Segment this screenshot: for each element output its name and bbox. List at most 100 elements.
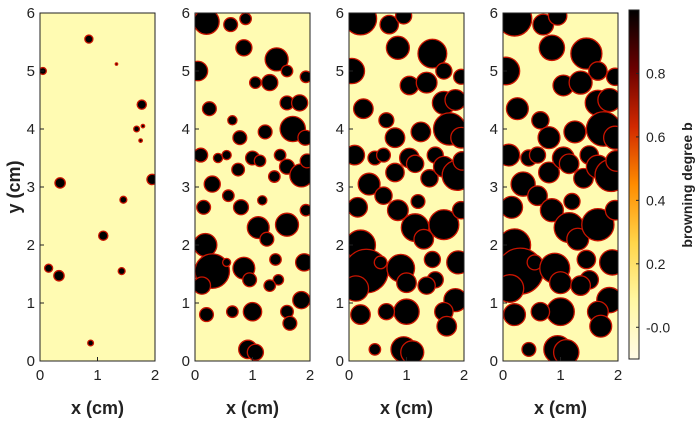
browning-spot bbox=[385, 162, 405, 183]
browning-spot bbox=[119, 195, 128, 204]
x-axis-label: x (cm) bbox=[226, 398, 279, 418]
browning-spot bbox=[505, 97, 529, 121]
browning-spot bbox=[423, 250, 442, 269]
x-tick-label: 0 bbox=[36, 367, 44, 384]
colorbar-tick-label: 0.6 bbox=[646, 129, 666, 145]
browning-spot bbox=[503, 56, 521, 86]
browning-spot bbox=[528, 146, 547, 164]
panel-4: 0 1 2 0 1 2 3 4 5 6 x (cm) bbox=[490, 5, 623, 418]
browning-spot bbox=[386, 199, 409, 222]
y-tick-label: 3 bbox=[490, 179, 498, 196]
browning-spot bbox=[261, 73, 279, 92]
browning-spot bbox=[605, 67, 618, 87]
browning-spot bbox=[546, 297, 575, 327]
browning-spot bbox=[290, 94, 309, 112]
browning-spot bbox=[257, 124, 273, 140]
browning-spot bbox=[396, 272, 417, 294]
browning-spot bbox=[405, 154, 425, 174]
browning-spot bbox=[136, 99, 148, 110]
browning-spot bbox=[566, 227, 590, 251]
browning-spot bbox=[221, 257, 232, 268]
panel-3: 0 1 2 0 1 2 3 4 5 6 x (cm) bbox=[336, 5, 469, 418]
y-tick-label: 2 bbox=[182, 237, 190, 254]
browning-spot bbox=[451, 200, 464, 220]
browning-spot bbox=[242, 272, 258, 288]
y-tick-label: 4 bbox=[27, 121, 35, 138]
browning-spot bbox=[563, 192, 581, 211]
y-tick-label: 5 bbox=[182, 63, 190, 80]
browning-spot bbox=[378, 112, 395, 129]
browning-spot bbox=[539, 198, 565, 223]
y-tick-label: 1 bbox=[336, 295, 344, 312]
x-tick-label: 2 bbox=[151, 367, 159, 384]
browning-spot bbox=[263, 279, 277, 293]
y-tick-label: 4 bbox=[490, 121, 498, 138]
browning-spot bbox=[537, 126, 561, 150]
y-tick-label: 1 bbox=[27, 295, 35, 312]
browning-spot bbox=[231, 162, 246, 177]
browning-spot bbox=[227, 115, 238, 126]
browning-spot bbox=[538, 161, 561, 184]
browning-spot bbox=[264, 47, 289, 72]
browning-spot bbox=[349, 144, 366, 166]
y-tick-label: 0 bbox=[182, 353, 190, 370]
browning-spot bbox=[453, 68, 464, 85]
x-axis-label: x (cm) bbox=[71, 398, 124, 418]
browning-spot bbox=[138, 138, 143, 143]
browning-spot bbox=[602, 125, 618, 150]
x-tick-label: 0 bbox=[191, 367, 199, 384]
x-tick-label: 1 bbox=[93, 367, 101, 384]
y-tick-label: 3 bbox=[182, 179, 190, 196]
colorbar-gradient bbox=[628, 9, 640, 360]
browning-spot bbox=[377, 303, 396, 321]
spots bbox=[503, 13, 618, 361]
panel-2: 0 1 2 0 1 2 3 4 5 6 x (cm) bbox=[182, 5, 315, 418]
browning-spot bbox=[570, 37, 603, 70]
browning-spot bbox=[394, 13, 413, 25]
browning-spot bbox=[420, 169, 439, 188]
browning-spot bbox=[530, 301, 551, 322]
browning-spot bbox=[452, 151, 464, 171]
x-axis-label: x (cm) bbox=[380, 398, 433, 418]
colorbar-tick-label: 0.8 bbox=[646, 65, 666, 81]
browning-spot bbox=[604, 199, 618, 221]
colorbar: 0.8 0.6 0.4 0.2 -0.0 browning degree b bbox=[628, 9, 695, 360]
browning-spot bbox=[410, 121, 432, 143]
browning-spot bbox=[547, 13, 568, 26]
y-tick-label: 6 bbox=[490, 5, 498, 22]
browning-spot bbox=[375, 147, 392, 163]
browning-spot bbox=[272, 273, 285, 286]
browning-spot bbox=[349, 57, 366, 85]
browning-spot bbox=[531, 111, 550, 130]
browning-spot bbox=[385, 35, 411, 60]
y-tick-label: 5 bbox=[490, 63, 498, 80]
colorbar-tick-label: 0.4 bbox=[646, 192, 666, 208]
browning-spot bbox=[598, 249, 618, 276]
browning-spot bbox=[415, 71, 438, 94]
y-tick-label: 5 bbox=[336, 63, 344, 80]
browning-spot bbox=[538, 34, 566, 62]
browning-spot bbox=[576, 249, 597, 270]
browning-spot bbox=[146, 173, 155, 186]
browning-spot bbox=[428, 209, 460, 241]
browning-spot bbox=[446, 250, 464, 275]
panel-1: 0 1 2 0 1 2 3 4 5 6 x (cm) y (cm) bbox=[4, 5, 159, 418]
browning-spot bbox=[299, 70, 310, 84]
browning-spot bbox=[221, 149, 232, 161]
browning-spot bbox=[413, 228, 435, 250]
browning-spot bbox=[225, 305, 239, 319]
spots bbox=[40, 34, 155, 347]
y-tick-label: 0 bbox=[336, 353, 344, 370]
browning-spot bbox=[410, 193, 426, 210]
y-tick-label: 4 bbox=[182, 121, 190, 138]
browning-spot bbox=[267, 170, 281, 183]
browning-spot bbox=[53, 269, 65, 282]
colorbar-tick-label: 0.2 bbox=[646, 256, 666, 272]
y-tick-label: 6 bbox=[27, 5, 35, 22]
browning-spot bbox=[299, 153, 310, 169]
browning-spot bbox=[349, 275, 370, 302]
browning-spot bbox=[43, 263, 54, 273]
panels: 0 1 2 0 1 2 3 4 5 6 x (cm) y (cm) 0 1 2 0 1 2 3 4 5 6 x (cm) 0 1… bbox=[4, 5, 623, 418]
browning-spot bbox=[548, 271, 573, 295]
